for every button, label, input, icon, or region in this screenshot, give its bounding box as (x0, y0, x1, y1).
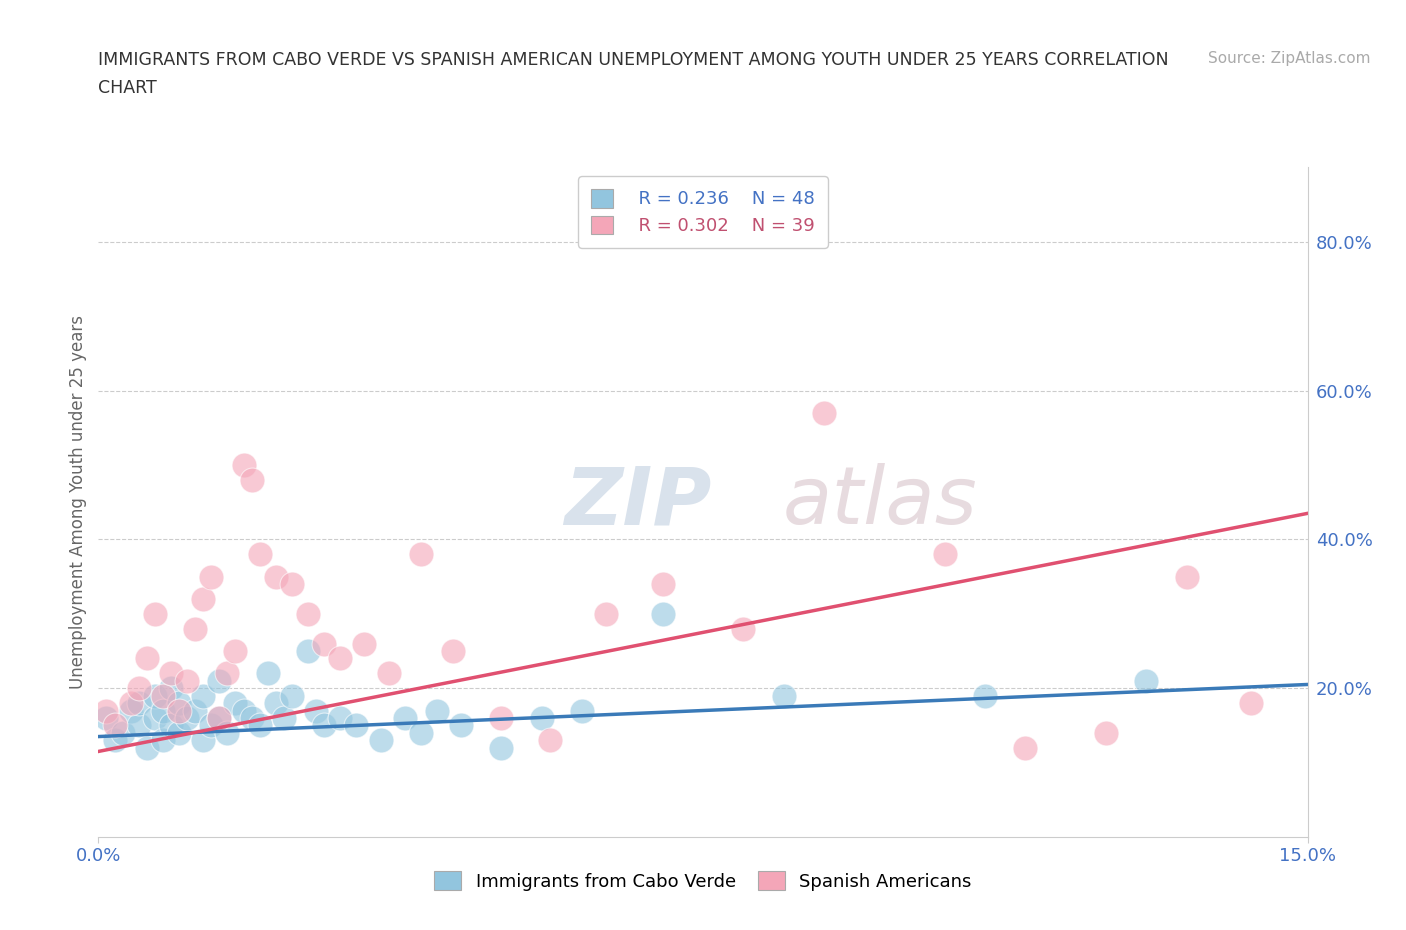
Point (394, 711, 416, 725)
Point (200, 569, 222, 584)
Point (297, 644, 319, 658)
Point (143, 688, 166, 703)
Point (208, 711, 231, 725)
Point (128, 696, 150, 711)
Point (103, 733, 125, 748)
Point (426, 703, 449, 718)
Point (143, 711, 166, 725)
Point (240, 472, 263, 487)
Point (176, 711, 198, 725)
Point (651, 577, 673, 591)
Point (193, 688, 215, 703)
Point (305, 703, 328, 718)
Point (651, 606, 673, 621)
Point (217, 725, 239, 740)
Point (772, 688, 794, 703)
Point (152, 688, 174, 703)
Point (200, 718, 222, 733)
Point (538, 733, 561, 748)
Point (103, 718, 125, 733)
Point (184, 703, 207, 718)
Point (256, 666, 278, 681)
Point (329, 711, 352, 725)
Point (135, 651, 157, 666)
Point (281, 577, 304, 591)
Point (217, 666, 239, 681)
Point (450, 718, 472, 733)
Point (111, 725, 134, 740)
Point (135, 740, 157, 755)
Point (208, 673, 231, 688)
Point (934, 547, 956, 562)
Point (120, 703, 142, 718)
Point (208, 711, 231, 725)
Point (370, 733, 392, 748)
Point (409, 725, 432, 740)
Text: ZIP: ZIP (564, 463, 711, 541)
Point (249, 718, 271, 733)
Point (193, 591, 215, 606)
Text: Source: ZipAtlas.com: Source: ZipAtlas.com (1208, 51, 1371, 66)
Point (143, 606, 166, 621)
Point (96, 703, 118, 718)
Point (491, 740, 513, 755)
Text: atlas: atlas (783, 463, 977, 541)
Point (491, 711, 513, 725)
Point (167, 696, 190, 711)
Point (160, 718, 183, 733)
Point (264, 696, 287, 711)
Point (264, 569, 287, 584)
Point (224, 696, 246, 711)
Point (571, 703, 593, 718)
Point (813, 405, 835, 420)
Point (232, 458, 254, 472)
Point (595, 606, 617, 621)
Point (441, 644, 464, 658)
Y-axis label: Unemployment Among Youth under 25 years: Unemployment Among Youth under 25 years (69, 315, 87, 689)
Point (314, 718, 336, 733)
Point (1135, 673, 1157, 688)
Point (353, 636, 375, 651)
Point (240, 711, 263, 725)
Point (193, 733, 215, 748)
Point (152, 703, 174, 718)
Legend: Immigrants from Cabo Verde, Spanish Americans: Immigrants from Cabo Verde, Spanish Amer… (420, 857, 986, 905)
Text: CHART: CHART (98, 79, 157, 97)
Point (1240, 696, 1263, 711)
Point (96, 711, 118, 725)
Point (297, 606, 319, 621)
Point (281, 688, 304, 703)
Point (120, 696, 142, 711)
Point (409, 547, 432, 562)
Point (167, 703, 190, 718)
Point (249, 547, 271, 562)
Point (167, 725, 190, 740)
Point (232, 703, 254, 718)
Text: IMMIGRANTS FROM CABO VERDE VS SPANISH AMERICAN UNEMPLOYMENT AMONG YOUTH UNDER 25: IMMIGRANTS FROM CABO VERDE VS SPANISH AM… (98, 51, 1168, 69)
Point (1095, 725, 1118, 740)
Point (128, 681, 150, 696)
Point (314, 636, 336, 651)
Point (273, 711, 295, 725)
Point (329, 651, 352, 666)
Point (184, 621, 207, 636)
Point (974, 688, 997, 703)
Point (176, 673, 198, 688)
Point (160, 666, 183, 681)
Point (1014, 740, 1036, 755)
Point (128, 718, 150, 733)
Point (377, 666, 399, 681)
Point (1175, 569, 1198, 584)
Point (733, 621, 755, 636)
Point (224, 644, 246, 658)
Point (344, 718, 367, 733)
Point (530, 711, 553, 725)
Point (160, 681, 183, 696)
Point (152, 733, 174, 748)
